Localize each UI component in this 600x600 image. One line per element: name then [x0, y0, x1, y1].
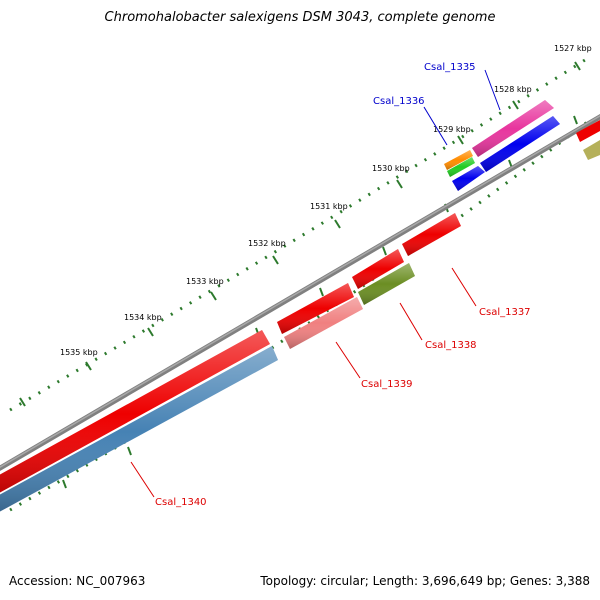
gene-label-csal-1335[interactable]: Csal_1335 [424, 62, 476, 73]
leader-lines [130, 69, 501, 498]
gene-csal-1338-bar[interactable] [358, 263, 415, 305]
map-title: Chromohalobacter salexigens DSM 3043, co… [104, 10, 496, 25]
gene-forward-blue[interactable] [480, 116, 560, 172]
reverse-features [0, 213, 461, 517]
gene-label-csal-1339[interactable]: Csal_1339 [361, 379, 413, 390]
scale-label: 1530 kbp [372, 164, 410, 173]
scale-label: 1529 kbp [433, 125, 471, 134]
scale-label: 1534 kbp [124, 313, 162, 322]
scale-label: 1527 kbp [554, 44, 592, 53]
gene-csal-1339-bar[interactable] [284, 297, 363, 349]
gene-edge-olive[interactable] [583, 140, 600, 160]
scale-label: 1531 kbp [310, 202, 348, 211]
gene-csal-1337-bar[interactable] [402, 213, 461, 256]
gene-label-csal-1338[interactable]: Csal_1338 [425, 340, 477, 351]
genome-backbone [0, 113, 600, 472]
scale-label: 1533 kbp [186, 277, 224, 286]
scale-label: 1535 kbp [60, 348, 98, 357]
gene-csal-1340[interactable] [0, 346, 278, 517]
gene-forward-blue-small[interactable] [452, 166, 485, 191]
gene-reverse-red-2[interactable] [352, 249, 404, 289]
gene-labels: Csal_1335 Csal_1336 Csal_1337 Csal_1338 … [155, 62, 531, 508]
gene-reverse-red-1[interactable] [277, 283, 354, 334]
gene-label-csal-1336[interactable]: Csal_1336 [373, 96, 425, 107]
gene-edge-red[interactable] [576, 120, 600, 142]
gene-csal-1335[interactable] [472, 100, 554, 157]
scale-label: 1528 kbp [494, 85, 532, 94]
genome-summary-text: Topology: circular; Length: 3,696,649 bp… [260, 574, 590, 588]
forward-features [444, 100, 600, 191]
scale-label: 1532 kbp [248, 239, 286, 248]
scale-labels: 1527 kbp 1528 kbp 1529 kbp 1530 kbp 1531… [60, 44, 592, 357]
outer-ruler [9, 58, 586, 412]
gene-label-csal-1337[interactable]: Csal_1337 [479, 307, 531, 318]
outer-major-ticks [19, 61, 581, 407]
gene-csal-1336[interactable] [444, 150, 473, 170]
gene-forward-green[interactable] [447, 157, 475, 177]
gene-reverse-red-long[interactable] [0, 330, 270, 498]
accession-text: Accession: NC_007963 [9, 574, 146, 588]
gene-label-csal-1340[interactable]: Csal_1340 [155, 497, 207, 508]
